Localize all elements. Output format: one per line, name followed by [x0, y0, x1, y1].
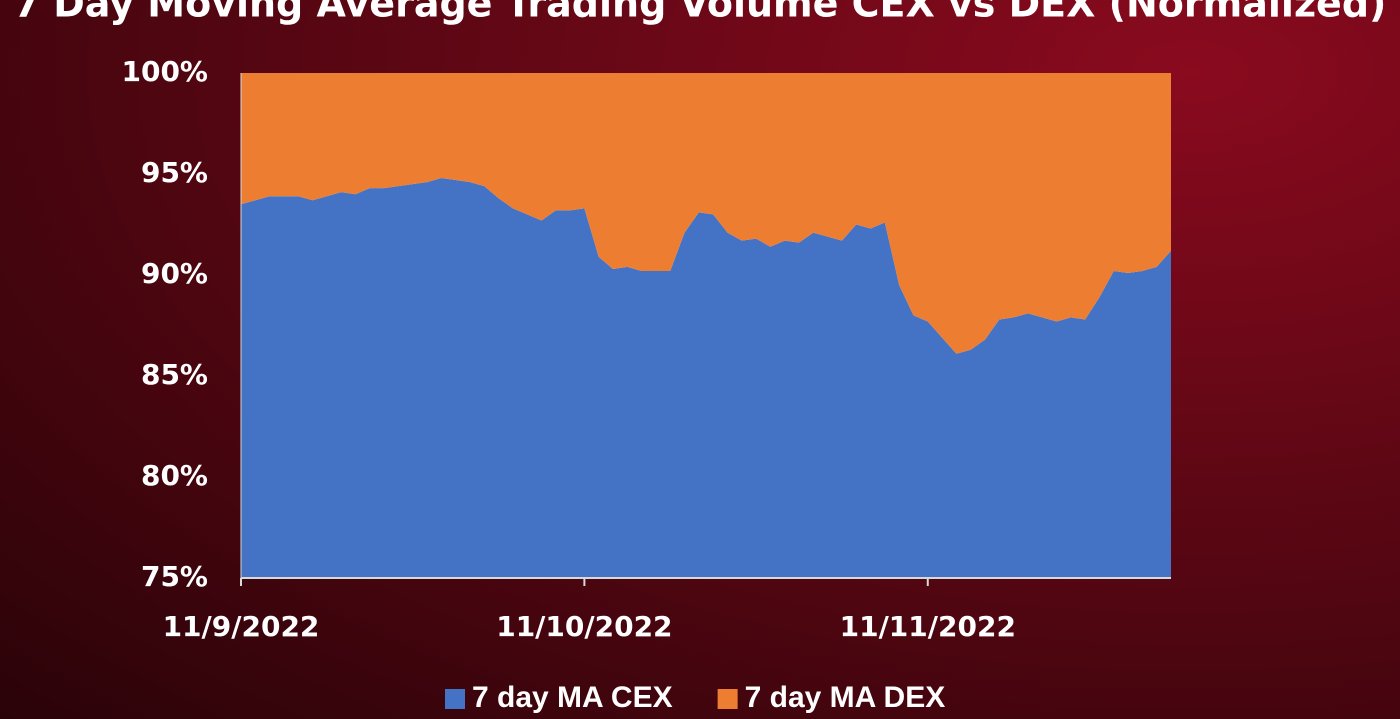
legend-label: 7 day MA DEX: [745, 681, 946, 714]
y-tick-label: 100%: [121, 55, 208, 88]
legend-swatch: [445, 689, 465, 709]
x-tick-label: 11/10/2022: [496, 610, 672, 643]
chart-title: 7 Day Moving Average Trading Volume CEX …: [14, 0, 1387, 26]
y-tick-label: 95%: [141, 156, 208, 189]
y-tick-label: 80%: [141, 459, 208, 492]
y-tick-label: 75%: [141, 560, 208, 593]
area: [241, 178, 1171, 579]
x-tick-label: 11/9/2022: [163, 610, 320, 643]
legend-swatch: [717, 689, 738, 709]
y-tick-label: 85%: [141, 358, 208, 391]
legend-label: 7 day MA CEX: [472, 681, 673, 714]
area: [241, 73, 1171, 354]
x-tick-label: 11/11/2022: [840, 610, 1016, 643]
y-tick-label: 90%: [141, 257, 208, 290]
